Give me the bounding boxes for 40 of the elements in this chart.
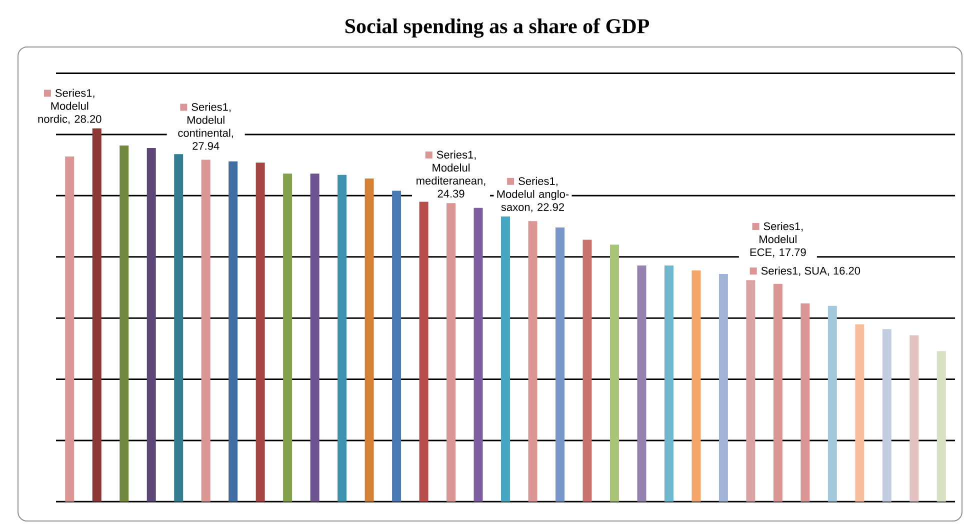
bar xyxy=(446,203,456,502)
chart-title: Social spending as a share of GDP xyxy=(345,18,650,38)
bar xyxy=(936,351,946,502)
bar xyxy=(637,265,646,502)
bar xyxy=(120,146,129,502)
bar xyxy=(855,324,864,502)
bar xyxy=(92,128,102,502)
bar xyxy=(364,178,374,502)
data-label: Series1, Modelul ECE, 17.79 xyxy=(750,222,806,258)
bar xyxy=(828,306,837,502)
bar xyxy=(283,174,292,502)
bar xyxy=(555,228,564,502)
bar xyxy=(528,221,538,502)
bar xyxy=(310,174,320,502)
bar xyxy=(882,329,892,502)
data-label: Series1, Modelul continental, 27.94 xyxy=(178,102,233,150)
data-label: Series1, Modelul anglo-saxon, 22.92 xyxy=(497,176,569,212)
bar xyxy=(228,161,238,502)
bar xyxy=(338,174,347,502)
bar xyxy=(746,280,756,502)
bar xyxy=(664,265,674,502)
bar xyxy=(174,154,184,502)
bar xyxy=(65,156,74,502)
data-label: Series1, Modelul mediteranean, 24.39 xyxy=(416,150,486,198)
bar xyxy=(474,208,483,502)
bar xyxy=(201,160,210,502)
bar xyxy=(146,148,156,502)
bar xyxy=(610,244,619,502)
bar xyxy=(692,270,701,502)
bar xyxy=(800,303,810,502)
bar xyxy=(582,240,592,502)
data-label: Series1, SUA, 16.20 xyxy=(761,266,860,276)
bar xyxy=(773,284,782,502)
bar xyxy=(392,190,402,502)
bar xyxy=(501,216,510,502)
data-label: Series1, Modelul nordic, 28.20 xyxy=(38,88,102,124)
bar xyxy=(910,335,919,502)
bar xyxy=(419,202,428,502)
bar xyxy=(256,162,265,502)
bar xyxy=(718,274,728,502)
